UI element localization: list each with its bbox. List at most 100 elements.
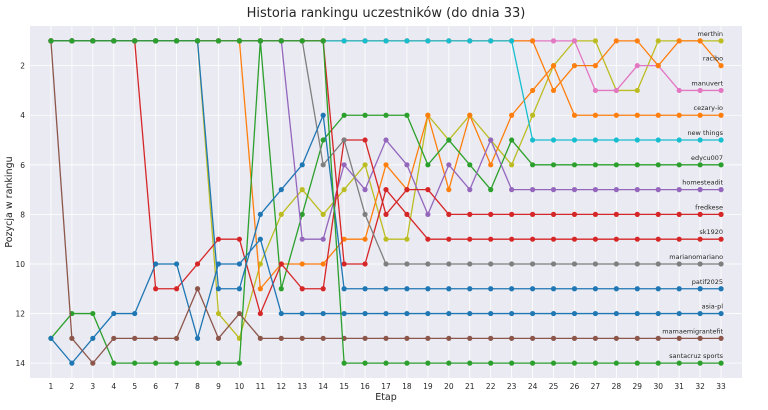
data-point (488, 211, 494, 217)
data-point (383, 310, 389, 317)
series-edycu007 (48, 38, 724, 366)
data-point (676, 335, 682, 341)
series-end-label: merthin (697, 30, 723, 38)
data-point (718, 162, 724, 168)
data-point (676, 112, 682, 118)
data-point (467, 286, 473, 292)
data-point (550, 87, 557, 94)
y-tick-label: 10 (15, 260, 25, 269)
x-tick-labels: 1 2 3 4 5 6 7 8 9 10 11 12 13 14 15 16 17 18 19 20 21 22 23 24 2… (49, 382, 727, 391)
data-point (613, 261, 619, 267)
data-point (571, 310, 578, 317)
data-point (278, 286, 284, 292)
data-point (299, 310, 305, 317)
data-point (425, 38, 431, 44)
data-point (571, 63, 578, 69)
series-end-label: manuvert (691, 79, 723, 87)
x-tick-label: 10 (235, 382, 245, 391)
series-end-label: mamaemigrantefit (662, 327, 723, 335)
data-point (446, 38, 452, 44)
data-point (676, 310, 682, 317)
x-tick-label: 23 (507, 382, 517, 391)
data-point (425, 112, 431, 118)
data-point (467, 162, 473, 168)
data-point (341, 137, 347, 143)
data-point (571, 112, 578, 118)
series-end-label: homesteadit (682, 179, 723, 187)
series-end-label: santacruz sports (669, 352, 724, 360)
x-tick-label: 27 (591, 382, 601, 391)
data-point (509, 286, 515, 292)
x-tick-label: 22 (486, 382, 496, 391)
data-point (446, 236, 452, 242)
data-point (404, 286, 410, 292)
data-point (529, 310, 536, 317)
data-point (299, 335, 305, 341)
x-tick-label: 11 (256, 382, 266, 391)
data-point (488, 360, 494, 366)
x-tick-label: 14 (318, 382, 328, 391)
x-tick-label: 18 (402, 382, 412, 391)
data-point (718, 38, 724, 44)
data-point (383, 261, 389, 267)
data-point (467, 360, 473, 366)
data-point (509, 38, 515, 44)
data-point (655, 310, 661, 317)
data-point (236, 286, 243, 292)
data-point (718, 87, 724, 94)
data-point (320, 162, 326, 168)
data-point (655, 137, 661, 143)
data-point (404, 112, 410, 118)
x-tick-label: 20 (444, 382, 454, 391)
data-point (655, 112, 661, 118)
data-point (655, 63, 661, 69)
y-tick-label: 4 (20, 111, 25, 120)
data-point (69, 360, 75, 366)
data-point (467, 112, 473, 118)
data-point (529, 261, 536, 267)
data-point (529, 137, 536, 143)
data-point (404, 211, 410, 217)
data-point (676, 286, 682, 292)
data-point (655, 187, 661, 193)
series-end-label: asia-pl (702, 303, 724, 311)
data-point (446, 335, 452, 341)
x-tick-label: 12 (277, 382, 287, 391)
data-point (550, 310, 557, 317)
data-point (362, 335, 368, 341)
data-point (257, 236, 263, 242)
data-point (425, 310, 431, 317)
x-tick-label: 8 (195, 382, 200, 391)
series-end-label: cezary-io (694, 104, 724, 112)
data-point (550, 236, 557, 242)
series-end-label: edycu007 (691, 154, 723, 162)
data-point (634, 310, 640, 317)
data-point (320, 112, 326, 118)
data-point (320, 211, 326, 217)
series-lines (48, 38, 724, 366)
data-point (509, 360, 515, 366)
data-point (278, 211, 284, 217)
x-tick-label: 16 (360, 382, 370, 391)
data-point (697, 310, 703, 317)
data-point (613, 187, 619, 193)
data-point (488, 261, 494, 267)
data-point (173, 360, 180, 366)
x-tick-label: 3 (90, 382, 95, 391)
y-tick-label: 6 (20, 161, 25, 170)
x-tick-label: 33 (716, 382, 726, 391)
data-point (425, 211, 431, 217)
data-point (718, 211, 724, 217)
data-point (194, 286, 201, 292)
data-point (488, 137, 494, 143)
data-point (446, 137, 452, 143)
data-point (697, 38, 703, 44)
data-point (634, 112, 640, 118)
data-point (257, 310, 263, 317)
data-point (529, 360, 536, 366)
data-point (592, 211, 599, 217)
data-point (634, 87, 640, 94)
data-point (299, 211, 305, 217)
data-point (676, 38, 682, 44)
data-point (718, 261, 724, 267)
